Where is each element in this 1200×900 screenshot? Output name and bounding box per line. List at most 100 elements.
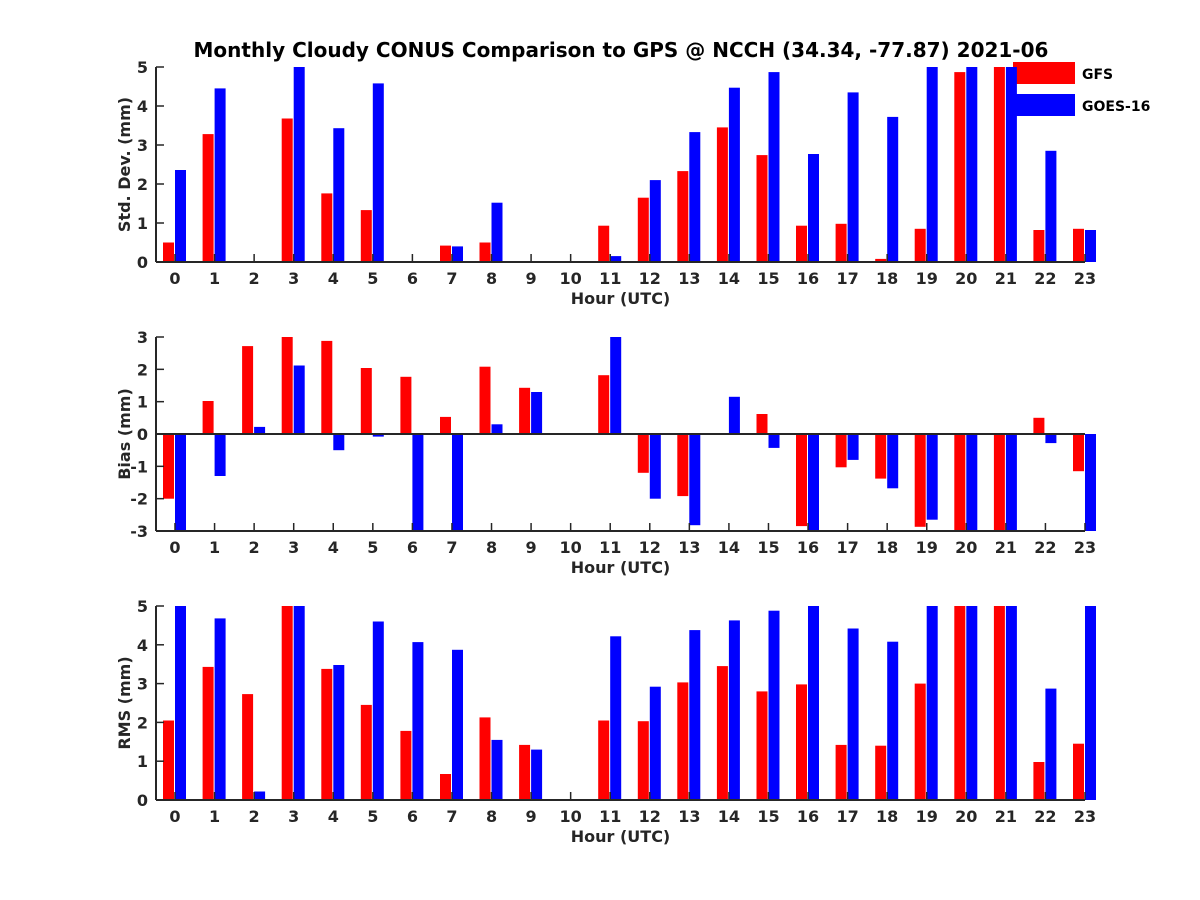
bar-goes16-hour-13 [689,630,701,800]
y-tick-label: 1 [137,752,148,771]
legend-swatch-gfs [1013,62,1075,84]
x-tick-label: 3 [288,269,299,288]
x-tick-label: 17 [836,538,858,557]
bar-goes16-hour-0 [175,606,186,800]
bar-gfs-hour-17 [835,223,847,262]
x-tick-label: 6 [407,269,418,288]
x-tick-label: 13 [678,269,700,288]
bar-gfs-hour-12 [637,197,649,262]
bar-gfs-hour-18 [875,745,887,800]
legend-swatch-goes16 [1013,94,1075,116]
bar-goes16-hour-8 [491,424,503,434]
x-axis-label: Hour (UTC) [571,558,671,577]
y-tick-label: 2 [137,360,148,379]
x-tick-label: 17 [836,269,858,288]
bar-gfs-hour-23 [1073,228,1084,262]
x-tick-label: 12 [639,807,661,826]
bar-gfs-hour-19 [914,434,926,527]
x-tick-label: 13 [678,807,700,826]
bar-gfs-hour-2 [242,694,254,800]
bar-goes16-hour-0 [175,170,186,262]
bar-gfs-hour-6 [400,730,412,800]
bar-goes16-hour-5 [372,434,384,437]
bar-gfs-hour-21 [993,606,1005,800]
bar-goes16-hour-8 [491,739,503,800]
x-tick-label: 5 [367,807,378,826]
y-tick-label: -1 [130,457,148,476]
x-tick-label: 14 [718,807,740,826]
bar-gfs-hour-5 [360,210,372,262]
bar-gfs-hour-1 [202,134,214,262]
x-axis-label: Hour (UTC) [571,289,671,308]
bar-gfs-hour-0 [163,720,174,800]
bar-goes16-hour-20 [966,606,978,800]
x-tick-label: 11 [599,538,621,557]
bar-gfs-hour-18 [875,258,887,262]
x-tick-label: 8 [486,807,497,826]
bar-goes16-hour-23 [1085,434,1096,531]
bar-gfs-hour-13 [677,434,689,497]
y-tick-label: 3 [137,328,148,347]
bar-goes16-hour-11 [610,636,622,800]
bar-goes16-hour-2 [254,426,266,434]
x-tick-label: 2 [249,538,260,557]
x-tick-label: 7 [446,538,457,557]
bar-goes16-hour-16 [808,434,819,531]
x-tick-label: 14 [718,269,740,288]
x-tick-label: 1 [209,538,220,557]
x-tick-label: 16 [797,807,819,826]
bar-goes16-hour-16 [808,606,819,800]
x-tick-label: 15 [757,807,779,826]
x-tick-label: 8 [486,538,497,557]
bar-goes16-hour-15 [768,72,780,262]
x-tick-label: 7 [446,269,457,288]
bar-gfs-hour-8 [479,717,491,800]
x-tick-label: 4 [328,807,339,826]
bar-gfs-hour-3 [281,337,293,434]
bar-gfs-hour-21 [993,434,1005,531]
x-tick-label: 23 [1074,538,1096,557]
bar-goes16-hour-22 [1045,688,1057,800]
bar-gfs-hour-8 [479,366,491,434]
bar-goes16-hour-11 [610,337,622,434]
y-axis-label: Std. Dev. (mm) [115,97,134,232]
bar-goes16-hour-7 [452,246,463,262]
bar-gfs-hour-17 [835,744,847,800]
bar-gfs-hour-8 [479,242,491,262]
y-tick-label: 0 [137,425,148,444]
bar-gfs-hour-7 [440,774,451,800]
bar-gfs-hour-19 [914,228,926,262]
bar-gfs-hour-5 [360,368,372,434]
bar-gfs-hour-14 [716,666,728,800]
bar-goes16-hour-17 [847,434,859,460]
y-tick-label: 0 [137,791,148,810]
y-axis-label: Bias (mm) [115,388,134,480]
y-tick-label: 3 [137,675,148,694]
bar-gfs-hour-1 [202,401,214,434]
bar-goes16-hour-2 [254,791,266,800]
bar-gfs-hour-2 [242,346,254,434]
bar-goes16-hour-22 [1045,150,1057,262]
x-tick-label: 15 [757,538,779,557]
legend-label-goes16: GOES-16 [1082,99,1150,115]
bar-goes16-hour-4 [333,665,345,800]
x-tick-label: 22 [1034,807,1056,826]
x-tick-label: 23 [1074,269,1096,288]
x-tick-label: 5 [367,538,378,557]
x-tick-label: 2 [249,807,260,826]
x-tick-label: 21 [995,538,1017,557]
bar-goes16-hour-9 [531,392,543,434]
bar-gfs-hour-19 [914,683,926,800]
bar-gfs-hour-22 [1033,762,1045,800]
x-tick-label: 20 [955,269,977,288]
x-tick-label: 6 [407,807,418,826]
x-tick-label: 19 [916,269,938,288]
x-tick-label: 7 [446,807,457,826]
bar-goes16-hour-14 [728,620,740,800]
x-tick-label: 10 [560,538,582,557]
bar-goes16-hour-18 [887,641,899,800]
bar-gfs-hour-6 [400,376,412,434]
x-tick-label: 18 [876,807,898,826]
